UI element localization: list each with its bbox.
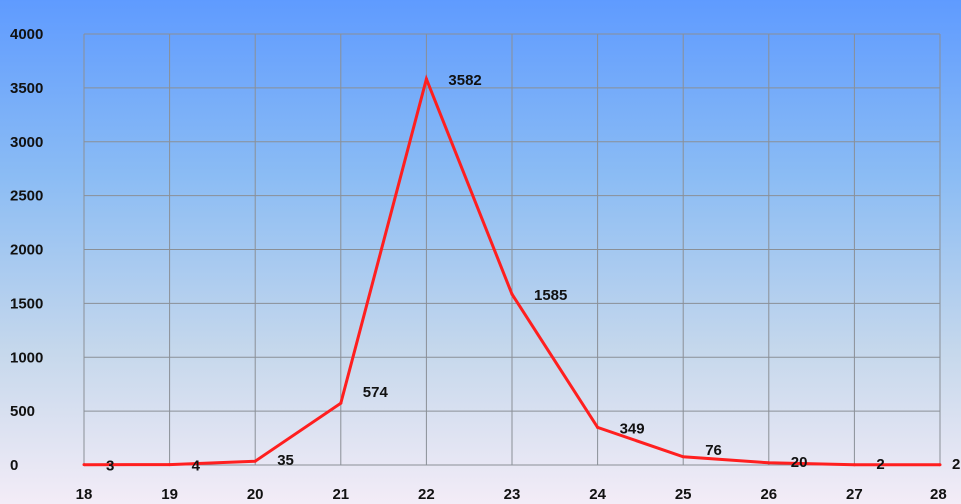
data-point xyxy=(168,463,172,467)
data-point xyxy=(852,463,856,467)
x-tick-label: 23 xyxy=(504,486,521,503)
data-label: 35 xyxy=(277,452,294,469)
y-tick-label: 4000 xyxy=(10,26,43,43)
series-layer xyxy=(82,74,942,467)
data-point xyxy=(82,463,86,467)
x-tick-label: 26 xyxy=(760,486,777,503)
y-tick-label: 500 xyxy=(10,403,35,420)
y-tick-label: 2000 xyxy=(10,242,43,259)
y-tick-label: 1000 xyxy=(10,349,43,366)
y-tick-label: 3000 xyxy=(10,134,43,151)
data-point xyxy=(339,401,343,405)
grid xyxy=(83,33,941,466)
x-tick-label: 22 xyxy=(418,486,435,503)
data-point xyxy=(938,463,942,467)
y-tick-label: 0 xyxy=(10,457,18,474)
data-label: 2 xyxy=(952,456,960,473)
data-point xyxy=(510,292,514,296)
x-tick-label: 20 xyxy=(247,486,264,503)
data-point xyxy=(681,455,685,459)
x-tick-label: 28 xyxy=(930,486,947,503)
data-point xyxy=(253,459,257,463)
data-label: 3582 xyxy=(448,72,481,89)
x-tick-label: 25 xyxy=(675,486,692,503)
x-tick-label: 27 xyxy=(846,486,863,503)
data-label: 349 xyxy=(620,420,645,437)
x-axis-ticks: 18 19 20 21 22 23 24 25 26 27 28 xyxy=(76,486,947,503)
data-label: 2 xyxy=(876,456,884,473)
y-tick-label: 3500 xyxy=(10,80,43,97)
data-labels: 3 4 35 574 3582 1585 349 76 20 2 2 xyxy=(106,72,960,475)
data-point xyxy=(596,425,600,429)
data-label: 76 xyxy=(705,442,722,459)
x-tick-label: 24 xyxy=(589,486,606,503)
y-tick-label: 2500 xyxy=(10,188,43,205)
data-label: 20 xyxy=(791,454,808,471)
data-point xyxy=(424,77,428,81)
x-tick-label: 19 xyxy=(161,486,178,503)
y-tick-label: 1500 xyxy=(10,295,43,312)
x-tick-label: 21 xyxy=(332,486,349,503)
y-axis-ticks: 0 500 1000 1500 2000 2500 3000 3500 4000 xyxy=(10,26,43,474)
data-point xyxy=(767,461,771,465)
data-label: 574 xyxy=(363,384,389,401)
data-label: 4 xyxy=(192,458,201,475)
data-label: 1585 xyxy=(534,287,567,304)
data-label: 3 xyxy=(106,458,114,475)
x-tick-label: 18 xyxy=(76,486,93,503)
